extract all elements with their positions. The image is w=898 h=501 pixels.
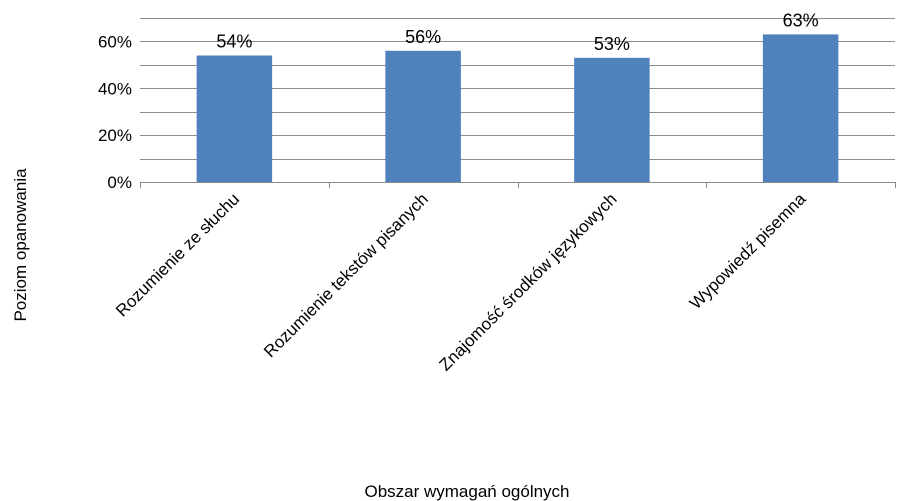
category-label: Rozumienie ze słuchu [112, 189, 243, 320]
y-tick-label: 0% [107, 173, 132, 192]
y-tick-label: 60% [98, 32, 132, 51]
category-label: Rozumienie tekstów pisanych [260, 189, 432, 361]
category-label: Wypowiedź pisemna [686, 189, 810, 313]
x-category-labels: Rozumienie ze słuchu Rozumienie tekstów p… [112, 189, 810, 375]
y-tick-labels: 0% 20% 40% 60% [98, 32, 132, 192]
data-label: 54% [216, 31, 252, 51]
bar [385, 50, 461, 182]
bar [574, 57, 650, 183]
x-axis-title: Obszar wymagań ogólnych [364, 482, 569, 501]
data-label: 56% [405, 27, 441, 47]
bar [762, 34, 839, 183]
data-label: 53% [594, 34, 630, 54]
category-label: Znajomość środków językowych [436, 189, 621, 374]
data-label: 63% [783, 10, 819, 30]
bars [196, 34, 839, 183]
data-labels: 54% 56% 53% 63% [216, 10, 818, 53]
bar [196, 55, 273, 182]
y-axis-title: Poziom opanowania [11, 168, 30, 322]
y-tick-label: 40% [98, 79, 132, 98]
y-tick-label: 20% [98, 126, 132, 145]
axes [140, 182, 896, 188]
